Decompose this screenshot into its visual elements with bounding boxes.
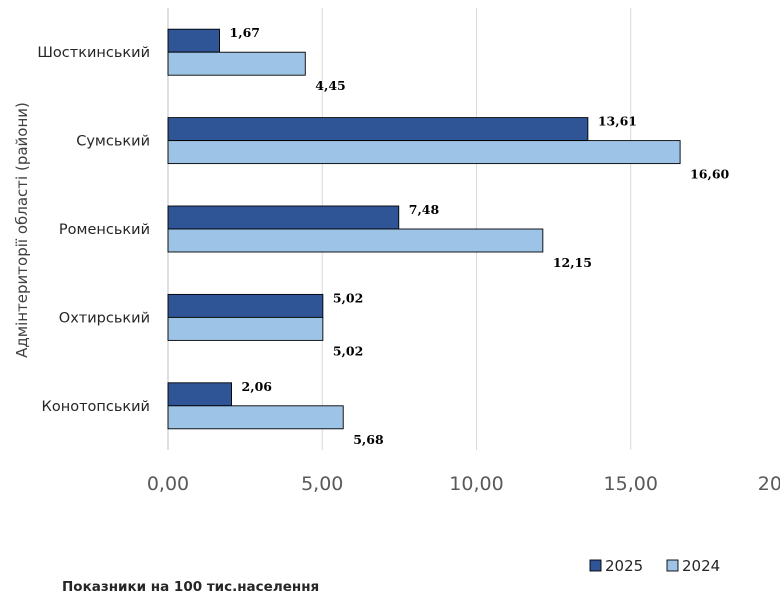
data-labels: 1,67 4,45 13,61 16,60 7,48 12,15 5,02 5,02 2,06 5… [230, 25, 730, 447]
data-label-2024-4: 5,68 [353, 432, 384, 447]
bar-2024-3 [167, 316, 324, 341]
y-tick-label-4: Конотопський [42, 399, 150, 415]
legend: 2025 2024 [589, 557, 720, 575]
legend-label-2025: 2025 [605, 557, 643, 575]
legend-swatch-2024 [666, 559, 679, 572]
bar-2024-2 [167, 228, 544, 253]
bar-2024-0 [167, 51, 306, 76]
legend-label-2024: 2024 [682, 557, 720, 575]
x-tick-labels: 0,00 5,00 10,00 15,00 20,00 [147, 473, 780, 495]
y-axis-label: Адмінтериторії області (райони) [13, 102, 31, 358]
bar-2025-0 [167, 28, 220, 53]
x-tick-label-3: 15,00 [604, 473, 658, 495]
data-label-2024-2: 12,15 [553, 255, 592, 270]
x-tick-label-1: 5,00 [301, 473, 343, 495]
data-label-2025-2: 7,48 [409, 202, 440, 217]
data-label-2024-0: 4,45 [315, 78, 345, 93]
y-tick-label-2: Роменський [59, 222, 150, 238]
bar-2025-3 [167, 293, 324, 318]
data-label-2024-3: 5,02 [333, 343, 363, 358]
y-tick-label-1: Сумський [76, 134, 150, 150]
data-label-2025-1: 13,61 [598, 114, 637, 129]
y-tick-label-3: Охтирський [59, 310, 150, 326]
x-tick-label-2: 10,00 [449, 473, 503, 495]
y-tick-labels: Шосткинський Сумський Роменський Охтирський… [37, 45, 150, 415]
legend-swatch-2025 [589, 559, 602, 572]
bar-2025-1 [167, 117, 589, 142]
x-axis-label: Показники на 100 тис.населення [62, 579, 319, 595]
data-label-2025-4: 2,06 [242, 379, 273, 394]
y-tick-label-0: Шосткинський [37, 45, 150, 61]
bar-2025-4 [167, 382, 233, 407]
bar-2024-1 [167, 140, 681, 165]
data-label-2025-3: 5,02 [333, 290, 363, 305]
data-label-2025-0: 1,67 [230, 25, 260, 40]
bars [167, 28, 681, 430]
x-tick-label-0: 0,00 [147, 473, 189, 495]
bar-2025-2 [167, 205, 400, 230]
data-label-2024-1: 16,60 [690, 167, 729, 182]
bar-2024-4 [167, 405, 344, 430]
x-tick-label-4: 20,00 [758, 473, 780, 495]
